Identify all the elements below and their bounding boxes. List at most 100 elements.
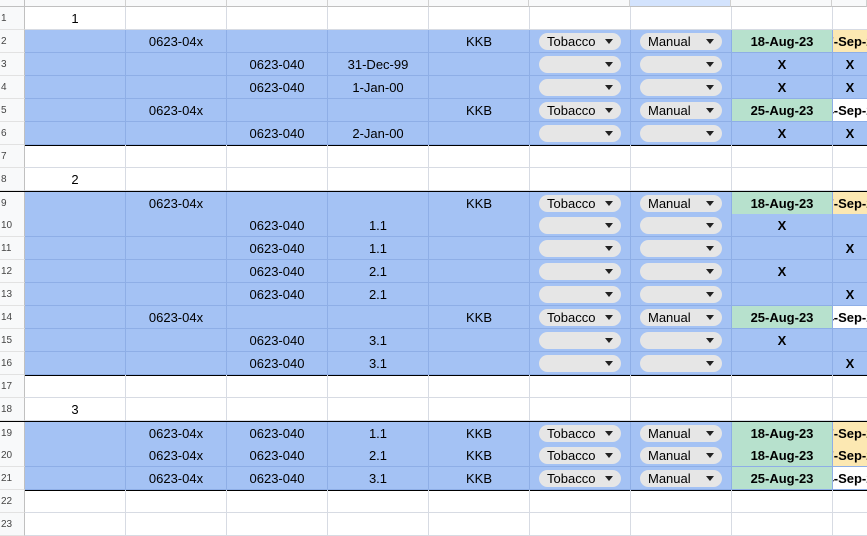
column-header[interactable] (428, 0, 530, 7)
cell-d[interactable]: 31-Dec-99 (328, 53, 429, 76)
cell-h[interactable]: 18-Aug-23 (732, 192, 833, 215)
cell-c[interactable] (227, 99, 328, 122)
cell-e[interactable]: KKB (429, 422, 530, 445)
mode-dropdown[interactable]: Manual (640, 469, 722, 487)
chevron-down-icon[interactable] (605, 61, 613, 67)
cell-d[interactable] (328, 99, 429, 122)
row-number[interactable]: 19 (0, 422, 25, 445)
cell-f[interactable] (530, 76, 631, 99)
cell-d[interactable]: 3.1 (328, 329, 429, 352)
cell-i[interactable]: X (833, 237, 867, 260)
cell-c[interactable] (227, 398, 328, 421)
cell-h[interactable] (732, 168, 833, 191)
row-number[interactable]: 11 (0, 237, 25, 260)
row-number[interactable]: 14 (0, 306, 25, 329)
row-number[interactable]: 5 (0, 99, 25, 122)
cell-d[interactable]: 3.1 (328, 352, 429, 375)
cell-d[interactable] (328, 490, 429, 513)
column-header[interactable] (832, 0, 867, 7)
chevron-down-icon[interactable] (706, 314, 714, 320)
cell-b[interactable] (126, 122, 227, 145)
cell-g[interactable] (631, 398, 732, 421)
chevron-down-icon[interactable] (605, 452, 613, 458)
cell-c[interactable]: 0623-040 (227, 329, 328, 352)
cell-c[interactable]: 0623-040 (227, 422, 328, 445)
cell-h[interactable] (732, 237, 833, 260)
cell-a[interactable] (25, 260, 126, 283)
cell-b[interactable]: 0623-04x (126, 444, 227, 467)
cell-g[interactable] (631, 237, 732, 260)
cell-b[interactable]: 0623-04x (126, 467, 227, 490)
cell-i[interactable] (833, 398, 867, 421)
cell-b[interactable] (126, 260, 227, 283)
cell-c[interactable]: 0623-040 (227, 283, 328, 306)
chevron-down-icon[interactable] (706, 222, 714, 228)
cell-d[interactable]: 3.1 (328, 467, 429, 490)
cell-i[interactable] (833, 375, 867, 398)
cell-h[interactable] (732, 398, 833, 421)
cell-a[interactable] (25, 329, 126, 352)
chevron-down-icon[interactable] (706, 38, 714, 44)
cell-g[interactable] (631, 145, 732, 168)
cell-a[interactable] (25, 76, 126, 99)
cell-a[interactable]: 3 (25, 398, 126, 421)
cell-f[interactable]: Tobacco (530, 422, 631, 445)
cell-a[interactable] (25, 99, 126, 122)
chevron-down-icon[interactable] (706, 291, 714, 297)
cell-a[interactable] (25, 192, 126, 215)
cell-e[interactable] (429, 329, 530, 352)
mode-dropdown[interactable]: Manual (640, 446, 722, 464)
category-dropdown[interactable]: Tobacco (539, 469, 621, 487)
cell-a[interactable] (25, 30, 126, 53)
column-header[interactable] (529, 0, 631, 7)
cell-c[interactable]: 0623-040 (227, 53, 328, 76)
row-number[interactable]: 22 (0, 490, 25, 513)
cell-f[interactable] (530, 145, 631, 168)
cell-e[interactable] (429, 490, 530, 513)
cell-e[interactable]: KKB (429, 192, 530, 215)
cell-f[interactable] (530, 329, 631, 352)
cell-i[interactable]: 17-Sep-23 (833, 422, 867, 445)
cell-h[interactable]: 25-Aug-23 (732, 467, 833, 490)
cell-g[interactable]: Manual (631, 444, 732, 467)
row-number[interactable]: 4 (0, 76, 25, 99)
chevron-down-icon[interactable] (706, 200, 714, 206)
column-header[interactable] (731, 0, 833, 7)
cell-g[interactable]: Manual (631, 192, 732, 215)
mode-dropdown-empty[interactable] (640, 354, 722, 372)
cell-e[interactable]: KKB (429, 306, 530, 329)
cell-g[interactable]: Manual (631, 306, 732, 329)
category-dropdown[interactable]: Tobacco (539, 446, 621, 464)
cell-c[interactable]: 0623-040 (227, 237, 328, 260)
cell-d[interactable] (328, 513, 429, 536)
category-dropdown[interactable]: Tobacco (539, 32, 621, 50)
chevron-down-icon[interactable] (706, 268, 714, 274)
mode-dropdown-empty[interactable] (640, 285, 722, 303)
cell-h[interactable]: 25-Aug-23 (732, 306, 833, 329)
chevron-down-icon[interactable] (605, 245, 613, 251)
chevron-down-icon[interactable] (706, 475, 714, 481)
cell-h[interactable]: 18-Aug-23 (732, 422, 833, 445)
category-dropdown-empty[interactable] (539, 55, 621, 73)
cell-e[interactable]: KKB (429, 467, 530, 490)
cell-a[interactable]: 2 (25, 168, 126, 191)
chevron-down-icon[interactable] (605, 84, 613, 90)
cell-e[interactable] (429, 214, 530, 237)
select-all-corner[interactable] (0, 0, 25, 7)
row-number[interactable]: 9 (0, 192, 25, 215)
cell-b[interactable] (126, 145, 227, 168)
cell-c[interactable]: 0623-040 (227, 467, 328, 490)
cell-e[interactable]: KKB (429, 99, 530, 122)
cell-d[interactable] (328, 192, 429, 215)
cell-g[interactable] (631, 76, 732, 99)
cell-c[interactable] (227, 513, 328, 536)
row-number[interactable]: 13 (0, 283, 25, 306)
column-header[interactable] (125, 0, 227, 7)
category-dropdown-empty[interactable] (539, 124, 621, 142)
cell-c[interactable]: 0623-040 (227, 444, 328, 467)
cell-g[interactable] (631, 122, 732, 145)
cell-b[interactable] (126, 53, 227, 76)
chevron-down-icon[interactable] (706, 337, 714, 343)
cell-i[interactable] (833, 214, 867, 237)
chevron-down-icon[interactable] (605, 314, 613, 320)
